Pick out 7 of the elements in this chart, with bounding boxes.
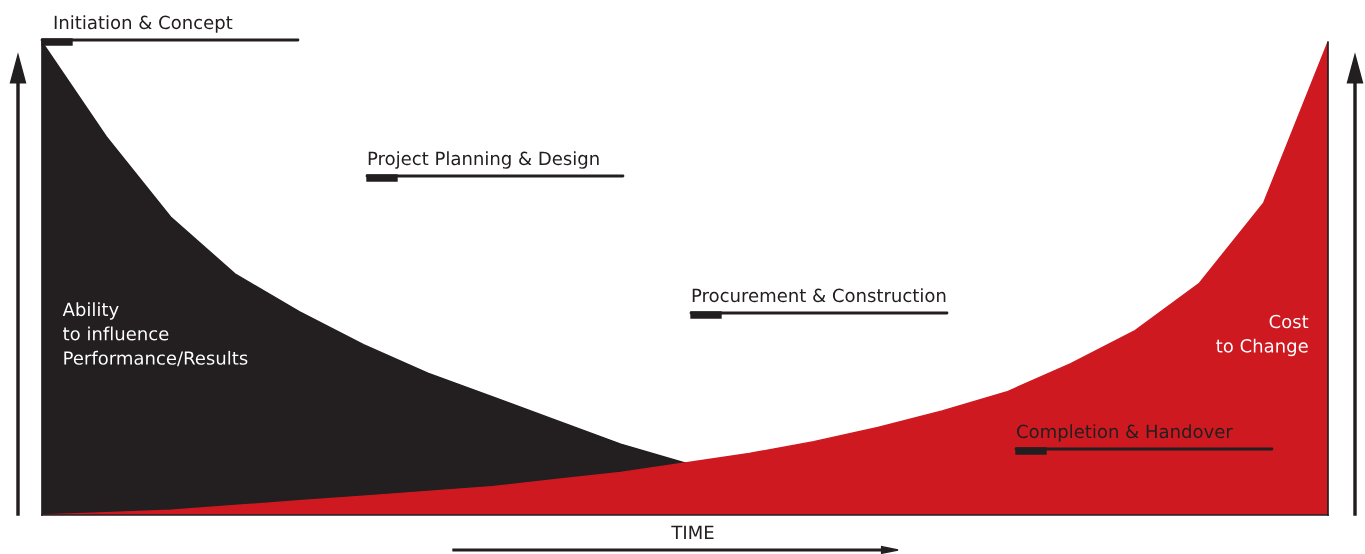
series-label: Ability to influence Performance/Results	[62, 302, 248, 367]
annotation: Procurement & Construction	[692, 288, 946, 303]
series-label: Cost to Change	[1216, 314, 1309, 357]
x-axis-title: TIME	[671, 525, 714, 539]
annotation: Completion & Handover	[1017, 424, 1233, 442]
annotation: Project Planning & Design	[368, 151, 599, 169]
text: Initiation & Concept	[54, 15, 233, 33]
